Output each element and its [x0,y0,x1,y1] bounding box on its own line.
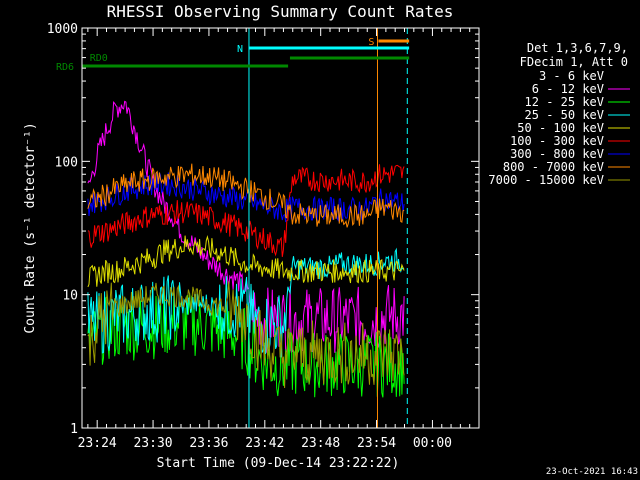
series-line-4 [87,235,405,288]
y-tick-label: 10 [62,289,78,304]
rd6-label: RD6 [56,62,74,73]
y-tick-label: 1000 [47,22,78,37]
series-line-0 [87,107,405,430]
timestamp: 23-Oct-2021 16:43 [546,467,638,477]
legend-label: 800 - 7000 keV [503,160,604,174]
legend-label: 300 - 800 keV [510,147,604,161]
plot-frame [81,27,480,429]
legend-label: 50 - 100 keV [517,121,604,135]
legend-header-line-2: FDecim 1, Att 0 [520,55,628,69]
s-label: S [368,37,374,48]
series-line-6 [87,172,405,223]
series-line-5 [87,164,405,257]
legend-label: 25 - 50 keV [525,108,604,122]
x-tick-label: 23:42 [245,436,284,451]
legend-label: 100 - 300 keV [510,134,604,148]
y-axis-label: Count Rate (s⁻¹ detector⁻¹) [23,122,38,333]
series-line-8 [87,281,405,389]
x-tick-label: 23:54 [357,436,396,451]
y-tick-label: 100 [55,155,78,170]
n-label: N [237,44,243,55]
x-tick-label: 23:24 [78,436,117,451]
legend-label: 12 - 25 keV [525,95,604,109]
axis-ticks: 1 10 100 1000 23:24 23:30 23:36 23:42 23:48 23:54… [47,22,480,451]
x-tick-label: 23:48 [301,436,340,451]
series-line-2 [87,292,405,398]
y-tick-label: 1 [70,422,78,437]
x-tick-label: 00:00 [413,436,452,451]
series-line-7 [87,163,405,228]
legend-label: 3 - 6 keV [539,69,604,83]
legend-label: 7000 - 15000 keV [488,173,604,187]
legend-header-line-1: Det 1,3,6,7,9, [527,41,628,55]
legend-label: 6 - 12 keV [532,82,604,96]
x-tick-label: 23:30 [133,436,172,451]
x-axis-label: Start Time (09-Dec-14 23:22:22) [157,456,400,471]
rd0-label: RD0 [90,53,108,64]
x-tick-label: 23:36 [189,436,228,451]
chart-title: RHESSI Observing Summary Count Rates [107,2,454,21]
plot-area: RD0 RD6 N S [56,28,410,430]
series-line-1 [87,100,405,354]
legend: Det 1,3,6,7,9, FDecim 1, Att 0 3 - 6 keV… [488,41,630,187]
